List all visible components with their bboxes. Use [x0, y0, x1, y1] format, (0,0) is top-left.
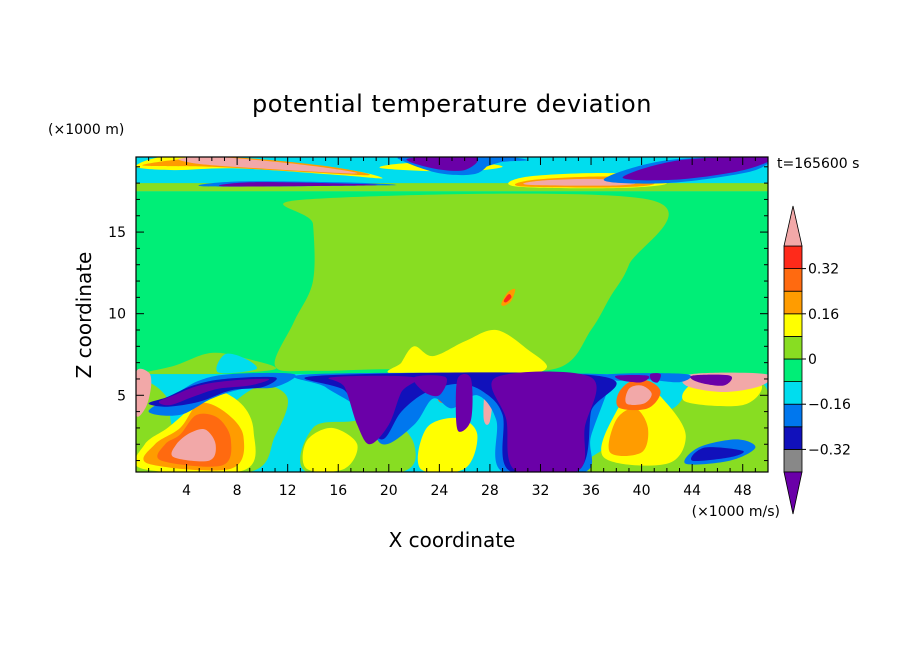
x-tick-label: 44	[683, 483, 701, 499]
y-unit-label: (×1000 m)	[48, 122, 124, 138]
contour-region	[413, 375, 448, 397]
x-tick-label: 16	[329, 483, 347, 499]
colorbar-tick-label: 0	[808, 352, 817, 368]
colorbar-bin	[783, 335, 803, 360]
contour-region	[158, 378, 270, 406]
contour-region	[608, 408, 649, 457]
contour-fill-layer	[136, 157, 768, 472]
colorbar-tick-label: 0.32	[808, 262, 839, 278]
contour-region	[455, 373, 473, 432]
contour-region	[690, 374, 733, 386]
x-tick-label: 20	[380, 483, 398, 499]
contour-region	[136, 368, 152, 417]
colorbar-tick-label: −0.16	[808, 397, 851, 413]
y-tick-label: 10	[108, 307, 126, 323]
contour-region	[274, 193, 669, 372]
contour-region	[178, 157, 358, 174]
x-tick-label: 28	[481, 483, 499, 499]
colorbar-bin	[783, 268, 803, 292]
colorbar-bin	[783, 313, 803, 337]
contour-region	[387, 329, 548, 376]
contour-region	[406, 157, 479, 171]
contour-region	[622, 157, 768, 181]
contour-region	[691, 447, 744, 462]
x-tick-label: 48	[734, 483, 752, 499]
contour-region	[302, 427, 358, 472]
y-tick-label: 15	[108, 225, 126, 241]
colorbar-bin	[783, 426, 803, 450]
contour-region	[614, 374, 650, 383]
x-axis-title: X coordinate	[389, 528, 516, 552]
contour-region	[649, 373, 661, 383]
x-tick-label: 12	[279, 483, 297, 499]
colorbar-bin	[783, 245, 803, 270]
colorbar-tick-label: −0.32	[808, 442, 851, 458]
contour-region	[216, 353, 257, 374]
x-tick-label: 24	[430, 483, 448, 499]
contour-region	[625, 385, 652, 406]
colorbar-bin	[783, 403, 803, 428]
colorbar: 0.32 0.16 0 −0.16 −0.32	[783, 205, 851, 515]
y-axis-title: Z coordinate	[72, 252, 96, 379]
x-tick-label: 36	[582, 483, 600, 499]
colorbar-under-arrow	[783, 471, 803, 515]
contour-region	[136, 183, 768, 192]
contour-region	[328, 375, 418, 445]
contour-region	[171, 428, 216, 462]
colorbar-bin	[783, 290, 803, 315]
x-tick-label: 4	[182, 483, 191, 499]
x-tick-label: 8	[233, 483, 242, 499]
chart-title: potential temperature deviation	[252, 90, 652, 118]
contour-region	[491, 371, 597, 472]
x-axis: 4 8 12 16 20 24 28 32 36 40 44 48	[148, 157, 756, 499]
contour-region	[417, 417, 478, 472]
colorbar-bin	[783, 381, 803, 405]
x-tick-label: 40	[633, 483, 651, 499]
colorbar-tick-label: 0.16	[808, 307, 839, 323]
contour-region	[503, 294, 512, 303]
y-tick-label: 5	[117, 388, 126, 404]
colorbar-over-arrow	[783, 205, 803, 247]
x-tick-label: 32	[532, 483, 550, 499]
contour-region	[218, 182, 378, 187]
time-label: t=165600 s	[777, 156, 859, 172]
colorbar-bin	[783, 358, 803, 383]
colorbar-bin	[783, 448, 803, 473]
y-axis: 5 10 15	[108, 166, 768, 462]
contour-region	[482, 157, 528, 167]
x-unit-label: (×1000 m/s)	[692, 504, 780, 520]
